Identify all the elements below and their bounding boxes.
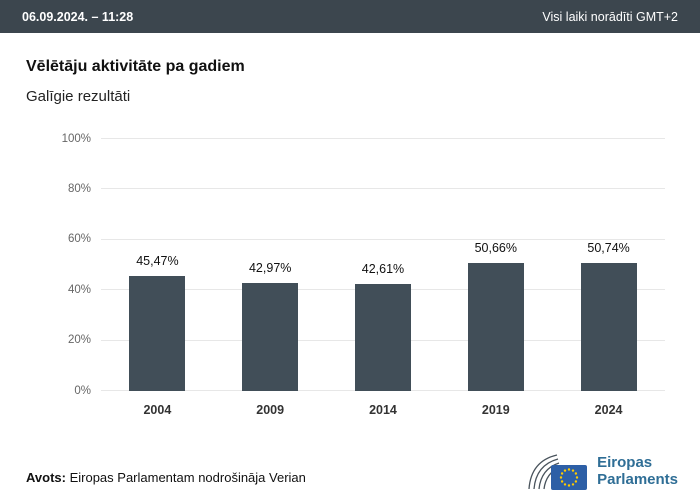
x-axis-label: 2024 bbox=[594, 403, 623, 417]
y-axis-tick-label: 100% bbox=[61, 132, 91, 145]
header-datetime: 06.09.2024. – 11:28 bbox=[22, 9, 134, 24]
bar-value-label: 50,74% bbox=[587, 241, 630, 256]
plot-area: 100% 80% 60% 40% 20% 0% 45,47% 2004 42,97% 2009 42… bbox=[62, 133, 665, 417]
source-note: Avots: Eiropas Parlamentam nodrošināja V… bbox=[26, 470, 306, 485]
x-axis-label: 2014 bbox=[369, 403, 397, 417]
bar-slot-2019: 50,66% 2019 bbox=[439, 139, 552, 417]
chart-title: Vēlētāju aktivitāte pa gadiem bbox=[26, 58, 245, 75]
x-axis-label: 2009 bbox=[256, 403, 285, 417]
ep-logo-text: Eiropas Parlaments bbox=[597, 454, 678, 489]
bar-2014 bbox=[354, 283, 411, 391]
x-axis-label: 2019 bbox=[481, 403, 510, 417]
bar-slot-2009: 42,97% 2009 bbox=[214, 139, 327, 417]
bar-2024 bbox=[580, 263, 637, 391]
bar-value-label: 45,47% bbox=[136, 254, 179, 269]
bar-2004 bbox=[129, 276, 186, 391]
ep-logo-line1: Eiropas bbox=[597, 453, 653, 471]
chart-subtitle: Galīgie rezultāti bbox=[26, 88, 131, 105]
bar-value-label: 50,66% bbox=[474, 241, 517, 256]
x-axis-label: 2004 bbox=[143, 403, 172, 417]
y-axis-tick-label: 0% bbox=[74, 384, 91, 397]
gridline bbox=[101, 138, 665, 139]
ep-logo-line2: Parlaments bbox=[597, 471, 678, 488]
gridline bbox=[101, 188, 665, 190]
bar-slot-2024: 50,74% 2024 bbox=[552, 139, 665, 417]
bar-value-label: 42,97% bbox=[248, 260, 292, 275]
european-parliament-logo-icon bbox=[528, 454, 588, 490]
ep-logo: Eiropas Parlaments bbox=[527, 449, 678, 493]
header-timezone-note: Visi laiki norādīti GMT+2 bbox=[542, 9, 678, 24]
y-axis-tick-label: 80% bbox=[67, 182, 91, 195]
source-text: Eiropas Parlamentam nodrošināja Verian bbox=[65, 470, 306, 485]
y-axis-tick-label: 40% bbox=[67, 283, 91, 296]
bar-slot-2014: 42,61% 2014 bbox=[327, 139, 440, 417]
header-bar: 06.09.2024. – 11:28 Visi laiki norādīti … bbox=[0, 0, 700, 33]
y-axis-tick-label: 20% bbox=[67, 333, 91, 346]
source-label: Avots: bbox=[26, 470, 66, 485]
bar-slot-2004: 45,47% 2004 bbox=[101, 139, 214, 417]
eu-flag-stars bbox=[559, 468, 579, 487]
main-content: Vēlētāju aktivitāte pa gadiem Galīgie re… bbox=[0, 58, 700, 417]
bar-2009 bbox=[242, 282, 299, 391]
y-axis-tick-label: 60% bbox=[67, 233, 91, 246]
gridline bbox=[101, 238, 665, 240]
bar-chart: 100% 80% 60% 40% 20% 0% 45,47% 2004 42,97% 2009 42… bbox=[62, 133, 665, 417]
eu-flag bbox=[551, 465, 588, 490]
bar-2019 bbox=[467, 263, 524, 391]
bar-value-label: 42,61% bbox=[361, 261, 405, 276]
